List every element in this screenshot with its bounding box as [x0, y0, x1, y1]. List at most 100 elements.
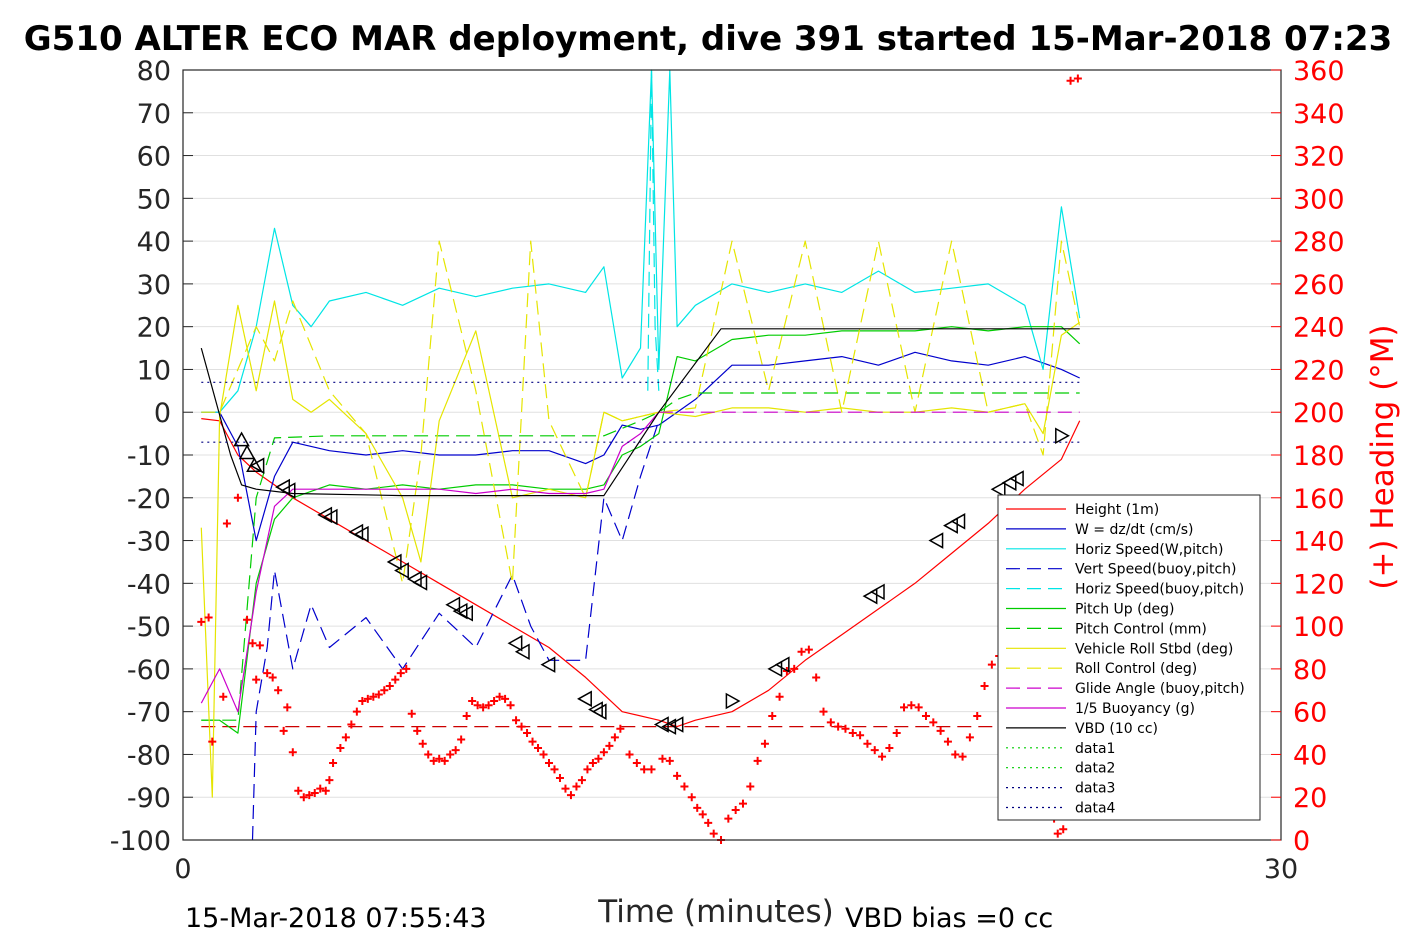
depth-marker-7: [322, 508, 338, 526]
heading-point-21: [321, 786, 330, 795]
y-tick-label-left-14: -60: [127, 655, 171, 686]
heading-point-19: [310, 788, 319, 797]
heading-point-109: [863, 739, 872, 748]
legend-label-13: data2: [1075, 761, 1115, 777]
heading-point-15: [288, 748, 297, 757]
heading-point-11: [268, 673, 277, 682]
legend-label-11: VBD (10 cc): [1075, 721, 1158, 737]
depth-marker-10: [386, 553, 402, 571]
legend-label-3: Vert Speed(buoy,pitch): [1075, 562, 1237, 578]
y-tick-label-right-13: 100: [1293, 612, 1345, 643]
heading-point-42: [435, 754, 444, 763]
y-tick-label-right-8: 200: [1293, 398, 1345, 429]
heading-point-41: [429, 756, 438, 765]
depth-marker-27: [767, 660, 783, 678]
heading-point-62: [545, 759, 553, 767]
heading-point-39: [418, 739, 427, 748]
heading-point-103: [819, 707, 828, 716]
heading-point-53: [495, 692, 504, 701]
heading-point-105: [834, 722, 843, 731]
heading-point-0: [197, 617, 206, 626]
depth-marker-14: [445, 596, 461, 613]
depth-marker-3: [249, 457, 265, 474]
heading-point-54: [501, 694, 510, 703]
y-tick-label-right-9: 180: [1293, 441, 1345, 472]
y-tick-label-left-13: -50: [127, 612, 171, 643]
depth-marker-0: [233, 431, 250, 447]
y-tick-label-right-12: 120: [1293, 569, 1345, 600]
y-tick-label-left-10: -20: [127, 484, 171, 515]
heading-point-86: [698, 810, 707, 819]
heading-point-121: [951, 750, 960, 759]
heading-point-50: [479, 703, 488, 712]
heading-point-13: [279, 726, 288, 735]
heading-point-31: [374, 690, 383, 699]
heading-point-99: [790, 664, 799, 673]
y-tick-label-right-10: 160: [1293, 484, 1345, 515]
legend-label-0: Height (1m): [1075, 502, 1159, 518]
heading-point-74: [610, 733, 619, 742]
heading-point-10: [263, 669, 272, 678]
heading-point-32: [380, 686, 389, 695]
heading-point-3: [219, 692, 228, 701]
depth-marker-6: [317, 506, 333, 524]
series-line-2: [201, 69, 1081, 413]
depth-marker-25: [668, 716, 684, 733]
heading-point-34: [391, 675, 400, 684]
y-tick-label-right-1: 340: [1293, 99, 1345, 130]
heading-point-77: [632, 759, 641, 767]
y-tick-label-right-11: 140: [1293, 527, 1345, 558]
heading-point-81: [665, 756, 674, 765]
heading-point-46: [457, 735, 466, 744]
depth-marker-5: [280, 482, 296, 499]
heading-point-104: [826, 718, 835, 727]
heading-point-125: [980, 682, 989, 690]
heading-point-23: [329, 759, 338, 767]
heading-point-26: [347, 720, 356, 729]
y-tick-label-left-7: 10: [137, 355, 171, 386]
heading-point-75: [616, 724, 625, 733]
heading-point-96: [768, 711, 777, 720]
heading-point-55: [506, 701, 515, 710]
heading-point-27: [352, 707, 361, 716]
legend-label-15: data4: [1075, 801, 1116, 817]
heading-point-33: [385, 682, 394, 690]
y-tick-label-right-17: 20: [1293, 783, 1327, 814]
depth-marker-26: [725, 692, 741, 710]
heading-point-6: [243, 615, 252, 624]
heading-point-78: [640, 765, 649, 774]
heading-point-112: [885, 744, 894, 753]
depth-marker-8: [348, 523, 364, 541]
y-tick-label-right-7: 220: [1293, 355, 1345, 386]
heading-point-65: [561, 784, 570, 793]
depth-marker-33: [950, 513, 966, 530]
depth-marker-34: [990, 480, 1006, 498]
heading-point-51: [484, 701, 493, 710]
heading-point-1: [204, 613, 213, 622]
y-tick-label-left-8: 0: [154, 398, 171, 429]
heading-point-43: [440, 756, 449, 765]
depth-marker-13: [412, 574, 428, 591]
heading-point-95: [760, 739, 769, 748]
y-tick-label-left-16: -80: [127, 740, 171, 771]
heading-point-106: [841, 724, 850, 733]
depth-marker-28: [774, 656, 790, 673]
y-axis-right-label: (+) Heading (°M): [1365, 324, 1401, 589]
legend-label-8: Roll Control (deg): [1075, 661, 1197, 677]
heading-point-118: [929, 718, 938, 727]
y-tick-label-right-6: 240: [1293, 313, 1345, 344]
y-tick-label-left-18: -100: [110, 826, 171, 857]
series-layer: [200, 69, 1081, 841]
y-tick-label-left-11: -30: [127, 527, 171, 558]
heading-point-24: [336, 744, 345, 753]
heading-point-94: [753, 756, 762, 765]
heading-point-97: [775, 692, 784, 701]
heading-markers: [197, 74, 1082, 844]
y-tick-label-left-5: 30: [137, 270, 171, 301]
heading-point-108: [856, 731, 865, 740]
x-axis-label: Time (minutes): [597, 894, 833, 930]
series-line-5: [201, 326, 1081, 734]
heading-point-63: [550, 765, 559, 774]
legend-label-2: Horiz Speed(W,pitch): [1075, 542, 1223, 558]
